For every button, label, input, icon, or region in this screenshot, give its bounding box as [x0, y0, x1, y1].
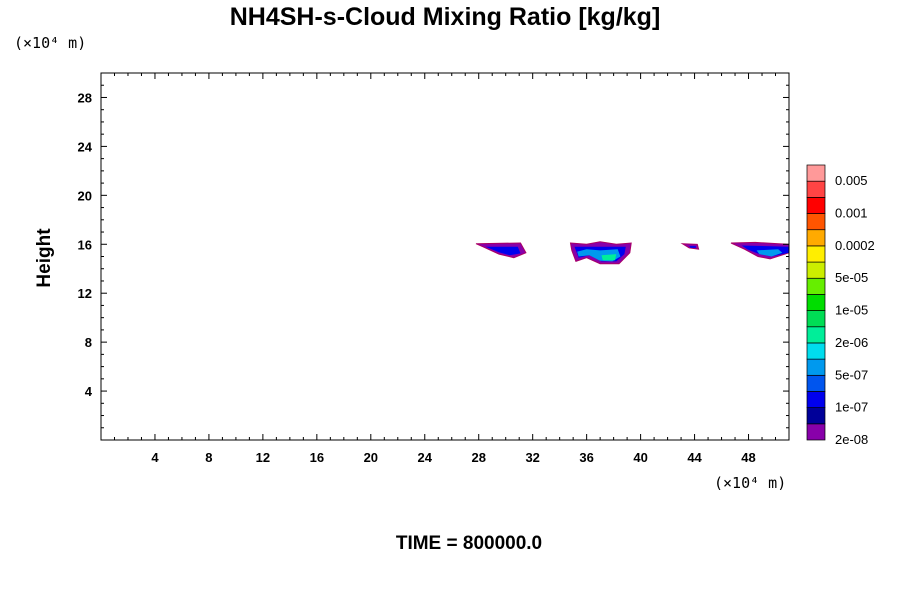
y-tick-label: 12 — [78, 286, 92, 301]
contour-level-2 — [485, 246, 521, 256]
x-tick-label: 32 — [525, 450, 539, 465]
colorbar: 0.005 0.001 0.0002 5e-05 1e-05 2e-06 5e-07 1e-0… — [806, 164, 875, 447]
colorbar-swatch — [806, 261, 826, 279]
cloud-regions — [475, 241, 790, 265]
contour-level-2 — [689, 246, 696, 248]
colorbar-swatch — [806, 164, 826, 182]
y-tick-label: 24 — [78, 139, 93, 154]
y-tick-label: 4 — [85, 384, 93, 399]
x-tick-label: 12 — [256, 450, 270, 465]
chart-title: NH4SH-s-Cloud Mixing Ratio [kg/kg] — [230, 3, 661, 31]
cloud-region — [730, 241, 790, 260]
colorbar-label: 5e-05 — [835, 270, 868, 285]
plot-frame — [100, 72, 790, 441]
x-tick-label: 44 — [687, 450, 702, 465]
colorbar-label: 0.0002 — [835, 238, 875, 253]
colorbar-swatch — [806, 374, 826, 392]
x-tick-label: 16 — [310, 450, 324, 465]
colorbar-label: 5e-07 — [835, 367, 868, 382]
y-tick-label: 16 — [78, 237, 92, 252]
x-tick-label: 4 — [151, 450, 159, 465]
colorbar-swatch — [806, 358, 826, 376]
x-tick-label: 8 — [205, 450, 212, 465]
colorbar-label: 2e-08 — [835, 432, 868, 447]
x-tick-label: 20 — [364, 450, 378, 465]
colorbar-swatch — [806, 342, 826, 360]
y-tick-label: 8 — [85, 335, 92, 350]
colorbar-swatch — [806, 197, 826, 214]
colorbar-swatch — [806, 423, 826, 441]
colorbar-swatch — [806, 229, 826, 247]
colorbar-swatch — [806, 294, 826, 311]
time-label: TIME = 800000.0 — [396, 533, 542, 554]
colorbar-label: 2e-06 — [835, 335, 868, 350]
colorbar-swatch — [806, 213, 826, 231]
colorbar-swatch — [806, 277, 826, 295]
colorbar-label: 1e-07 — [835, 400, 868, 415]
y-tick-label: 20 — [78, 188, 92, 203]
x-tick-label: 28 — [471, 450, 485, 465]
colorbar-swatch — [806, 245, 826, 263]
contour-level-6 — [601, 254, 617, 261]
x-tick-label: 36 — [579, 450, 593, 465]
cloud-region — [475, 242, 527, 259]
y-axis-label: Height — [34, 228, 55, 288]
x-tick-label: 24 — [418, 450, 433, 465]
x-axis-unit: (×10⁴ m) — [714, 474, 786, 492]
colorbar-swatch — [806, 407, 826, 425]
colorbar-label: 1e-05 — [835, 303, 868, 318]
contour-level-4 — [756, 249, 783, 257]
y-tick-label: 28 — [78, 90, 92, 105]
cloud-region — [680, 243, 700, 250]
colorbar-label: 0.005 — [835, 173, 868, 188]
colorbar-swatch — [806, 310, 826, 328]
colorbar-swatch — [806, 180, 826, 198]
colorbar-swatch — [806, 326, 826, 344]
colorbar-label: 0.001 — [835, 206, 868, 221]
cloud-region — [569, 241, 632, 265]
x-tick-label: 40 — [633, 450, 647, 465]
y-axis-unit: (×10⁴ m) — [14, 34, 86, 52]
colorbar-swatch — [806, 391, 826, 409]
x-tick-label: 48 — [741, 450, 755, 465]
